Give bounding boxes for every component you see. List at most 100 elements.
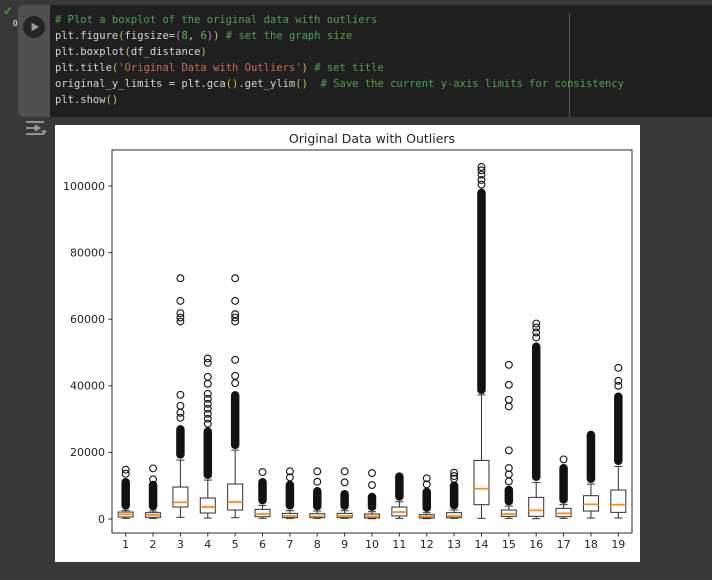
outlier-band xyxy=(340,490,349,511)
code-token: plt.boxplot xyxy=(55,46,125,58)
outlier-circle xyxy=(203,399,212,408)
x-tick-label: 14 xyxy=(474,538,488,551)
code-token xyxy=(308,78,321,90)
x-tick-label: 9 xyxy=(341,538,348,551)
x-tick-label: 15 xyxy=(502,538,516,551)
y-tick-label: 40000 xyxy=(70,380,105,393)
iqr-box xyxy=(528,496,545,517)
x-tick-label: 11 xyxy=(392,538,406,551)
outlier-band xyxy=(586,430,596,484)
outlier-circle xyxy=(450,474,459,483)
code-line[interactable]: # Plot a boxplot of the original data wi… xyxy=(55,12,712,28)
outlier-circle xyxy=(368,469,376,478)
boxplot-1 xyxy=(117,465,134,519)
x-tick-label: 5 xyxy=(232,538,239,551)
code-line[interactable]: plt.show() xyxy=(55,92,712,108)
code-token: # Plot a boxplot of the original data wi… xyxy=(55,14,378,26)
outlier-circle xyxy=(614,376,623,385)
x-tick-label: 18 xyxy=(584,538,598,551)
play-circle-icon xyxy=(23,16,45,38)
code-line[interactable]: plt.title('Original Data with Outliers')… xyxy=(55,60,712,76)
run-cell-button[interactable] xyxy=(23,16,45,38)
outlier-circle xyxy=(121,469,130,478)
check-icon: ✓ xyxy=(3,4,14,18)
code-token: ) xyxy=(213,30,220,42)
outlier-circle xyxy=(614,381,623,390)
outlier-circle xyxy=(149,464,158,473)
boxplot-16 xyxy=(528,319,545,520)
outlier-circle xyxy=(176,274,185,283)
outlier-band xyxy=(559,464,568,504)
outlier-circle xyxy=(121,465,130,474)
code-token: ( xyxy=(111,62,119,74)
code-token: ) xyxy=(200,46,207,58)
outlier-circle xyxy=(559,455,568,464)
outlier-band xyxy=(477,188,486,395)
outlier-circle xyxy=(422,474,431,483)
code-token: ( xyxy=(124,46,131,58)
code-token: () xyxy=(105,94,119,106)
code-token: plt.figure xyxy=(55,30,119,42)
x-tick-label: 4 xyxy=(204,538,211,551)
x-tick-label: 12 xyxy=(420,538,434,551)
chart-series xyxy=(117,163,627,520)
outlier-circle xyxy=(532,328,541,337)
y-tick-label: 20000 xyxy=(70,446,105,459)
x-tick-label: 13 xyxy=(447,538,461,551)
boxplot-14 xyxy=(473,163,490,519)
outlier-circle xyxy=(532,319,541,328)
outlier-circle xyxy=(477,170,486,179)
code-token: plt.title xyxy=(55,62,112,74)
outlier-band xyxy=(258,478,267,505)
boxplot-2 xyxy=(145,464,162,519)
x-tick-label: 16 xyxy=(529,538,543,551)
boxplot-5 xyxy=(227,274,244,519)
outlier-band xyxy=(531,342,541,482)
y-tick-label: 100000 xyxy=(63,180,105,193)
outlier-circle xyxy=(504,395,513,404)
outlier-circle xyxy=(340,478,349,487)
code-token: ) xyxy=(206,30,214,42)
outlier-circle xyxy=(203,354,212,363)
code-token: () xyxy=(225,78,239,90)
outlier-circle xyxy=(231,355,240,364)
code-token: .get_ylim xyxy=(238,78,296,90)
boxplot-12 xyxy=(418,474,435,520)
outlier-circle xyxy=(203,389,212,398)
code-editor[interactable]: # Plot a boxplot of the original data wi… xyxy=(50,5,712,117)
outlier-band xyxy=(148,480,158,511)
outlier-circle xyxy=(231,371,240,380)
outlier-circle xyxy=(504,464,513,473)
code-line[interactable]: original_y_limits = plt.gca().get_ylim()… xyxy=(55,76,712,92)
code-token: , xyxy=(187,30,201,42)
code-token: 'Original Data with Outliers' xyxy=(118,62,302,74)
outlier-circle xyxy=(231,313,240,322)
outlier-circle xyxy=(313,477,322,486)
outlier-circle xyxy=(203,394,212,403)
code-line[interactable]: plt.figure(figsize=(8, 6)) # set the gra… xyxy=(55,28,712,44)
outlier-circle xyxy=(614,363,623,372)
column-ruler xyxy=(569,13,570,117)
outlier-band xyxy=(230,391,240,450)
y-tick-label: 60000 xyxy=(70,313,105,326)
cell-run-rail xyxy=(18,5,50,117)
outlier-circle xyxy=(313,467,322,476)
code-token: df_distance xyxy=(130,46,201,58)
execution-time: 0s xyxy=(13,19,22,28)
outlier-circle xyxy=(231,274,240,283)
matplotlib-figure-output: Original Data with Outliers 0 20000 40000 6… xyxy=(55,125,640,562)
code-line[interactable]: plt.boxplot(df_distance) xyxy=(55,44,712,60)
output-toggle-button[interactable] xyxy=(23,119,49,139)
output-toggle-icon xyxy=(23,121,49,142)
iqr-box xyxy=(254,508,271,518)
code-token: figsize= xyxy=(124,30,176,42)
boxplot-11 xyxy=(391,472,408,519)
outlier-circle xyxy=(477,180,486,189)
outlier-circle xyxy=(285,467,294,476)
outlier-circle xyxy=(285,473,294,482)
outlier-circle xyxy=(340,467,349,476)
outlier-circle xyxy=(477,163,486,171)
iqr-box xyxy=(199,497,216,514)
